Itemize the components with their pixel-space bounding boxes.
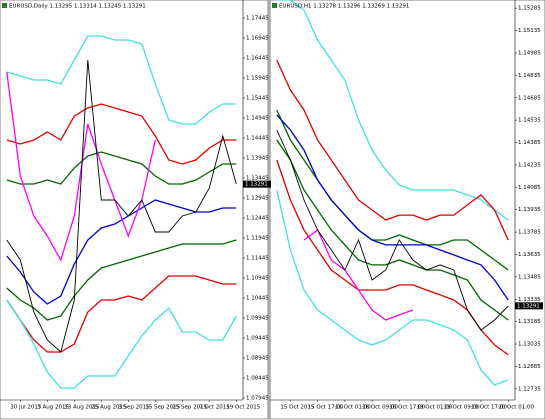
plot-area [6,35,237,389]
y-tick-label: 1.16945 [246,36,269,42]
indicator-line [276,109,509,271]
y-tick-label: 1.13485 [518,274,541,280]
indicator-line [6,275,237,353]
x-tick-label: 16 Oct 17:00 [389,405,425,411]
x-tick-label: 7 Oct 2015 [199,405,230,411]
chart-panel [269,0,545,419]
x-tick-label: 16 Oct 09:00 [362,405,398,411]
y-tick-label: 1.14535 [518,118,541,124]
y-tick-label: 1.11445 [246,256,269,262]
last-price-label: 1.13291 [245,182,268,188]
x-tick-label: 3 Aug 2015 [37,405,69,411]
symbol-icon [2,3,7,8]
y-tick-label: 1.15135 [518,28,541,34]
y-tick-label: 1.12445 [246,216,269,222]
x-tick-label: 20 Oct 01:00 [498,405,534,411]
plot-area [276,0,509,386]
indicator-line [6,199,237,305]
y-tick-label: 1.14835 [518,73,541,79]
indicator-line [276,0,509,221]
y-tick-label: 1.07945 [246,396,269,402]
x-tick-label: 25 Aug 2015 [91,405,127,411]
y-tick-label: 1.12945 [246,196,269,202]
indicator-line [276,114,509,301]
y-tick-label: 1.10445 [246,296,269,302]
chart-header: EURUSD,Daily 1.13295 1.13314 1.13245 1.1… [9,4,146,10]
y-tick-label: 1.14985 [518,50,541,56]
chart-header: EURUSD,H1 1.13278 1.13296 1.13269 1.1329… [279,4,409,10]
indicator-line [6,151,237,185]
y-tick-label: 1.13785 [518,230,541,236]
y-tick-label: 1.12885 [518,364,541,370]
y-tick-label: 1.13335 [518,297,541,303]
y-tick-label: 1.09445 [246,336,269,342]
indicator-line [276,129,509,331]
indicator-line [6,299,237,389]
last-price-label: 1.13291 [517,303,540,309]
y-tick-label: 1.10945 [246,276,269,282]
y-tick-label: 1.13035 [518,342,541,348]
indicator-line [303,229,414,321]
y-tick-label: 1.15445 [246,96,269,102]
indicator-line [6,35,237,125]
y-tick-label: 1.14445 [246,136,269,142]
indicator-line [6,239,237,321]
y-tick-label: 1.15945 [246,76,269,82]
indicator-line [6,59,237,353]
y-tick-label: 1.14945 [246,116,269,122]
x-tick-label: 15 Sep 2015 [145,405,180,411]
y-tick-label: 1.14685 [518,95,541,101]
x-tick-label: 19 Oct 01:00 [417,405,453,411]
y-tick-label: 1.13935 [518,207,541,213]
y-tick-label: 1.15285 [518,6,541,12]
x-tick-label: 19 Oct 2015 [226,405,261,411]
x-tick-label: 25 Sep 2015 [172,405,207,411]
indicator-line [276,139,509,321]
y-tick-label: 1.08445 [246,376,269,382]
y-tick-label: 1.13185 [518,319,541,325]
indicator-line [276,59,509,241]
y-tick-label: 1.13945 [246,156,269,162]
symbol-icon [272,3,277,8]
y-tick-label: 1.17445 [246,16,269,22]
y-tick-label: 1.14235 [518,162,541,168]
x-tick-label: 19 Oct 09:00 [444,405,480,411]
last-price-box [515,302,543,310]
x-tick-label: 13 Aug 2015 [64,405,100,411]
indicator-line [6,71,156,262]
indicator-line [6,103,237,165]
y-tick-label: 1.09945 [246,316,269,322]
y-tick-label: 1.13445 [246,176,269,182]
x-tick-label: 19 Oct 17:00 [471,405,507,411]
y-tick-label: 1.11945 [246,236,269,242]
chart-layer: 1.17445 1.16945 1.16445 1.15945 1.15445 1.149… [6,0,543,411]
y-tick-label: 1.13635 [518,252,541,258]
y-tick-label: 1.14085 [518,185,541,191]
y-tick-label: 1.12735 [518,386,541,392]
y-tick-label: 1.08945 [246,356,269,362]
x-tick-label: 3 Sep 2015 [118,405,150,411]
last-price-box [243,180,271,188]
x-tick-label: 16 Oct 01:00 [335,405,371,411]
y-tick-label: 1.14385 [518,140,541,146]
x-tick-label: 15 Oct 2015 [280,405,315,411]
x-tick-label: 30 Jul 2015 [10,405,42,411]
y-tick-label: 1.16445 [246,56,269,62]
x-tick-label: 15 Oct 17:00 [308,405,344,411]
indicator-line [276,189,509,386]
